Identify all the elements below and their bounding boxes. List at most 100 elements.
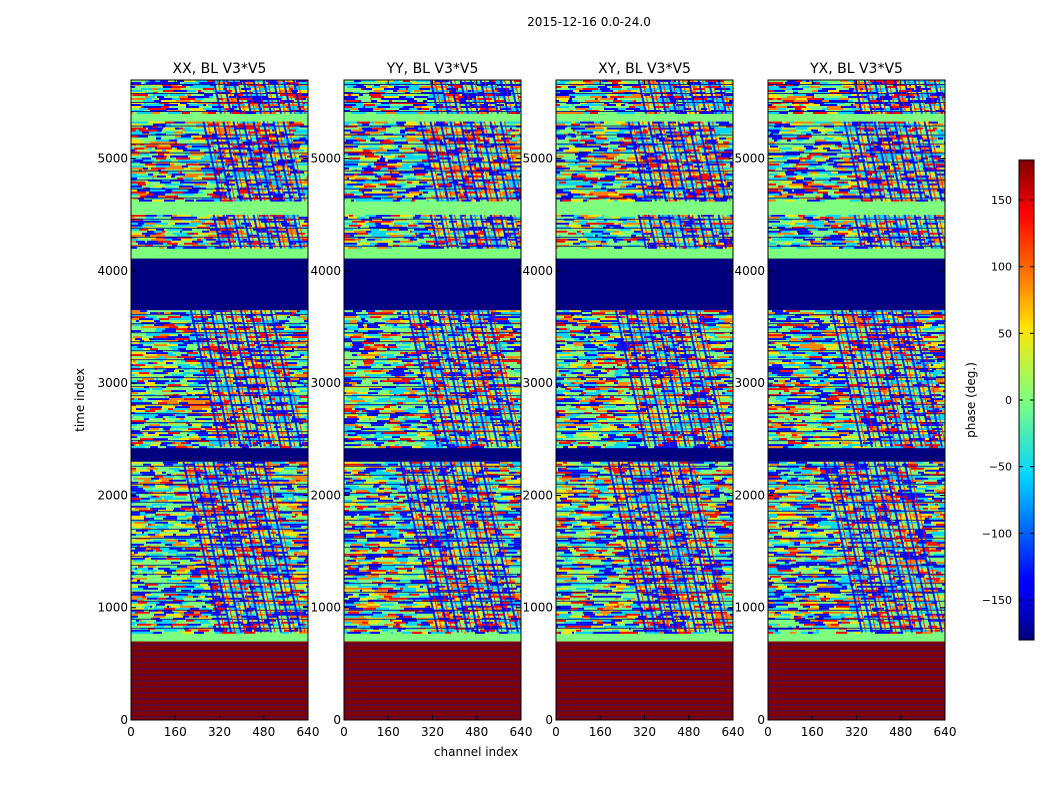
y-tick-label: 4000 xyxy=(734,264,765,278)
band-flagged-green xyxy=(131,201,308,215)
phase-texture xyxy=(344,461,521,634)
phase-texture xyxy=(131,461,308,634)
phase-fringes xyxy=(406,309,521,448)
stripe xyxy=(768,710,945,712)
x-tick-label: 0 xyxy=(764,725,772,739)
stripe xyxy=(131,710,308,712)
heatmap-image xyxy=(344,80,521,720)
stripe xyxy=(344,668,521,670)
stripe xyxy=(768,668,945,670)
stripe xyxy=(131,668,308,670)
band-flagged-green xyxy=(556,248,733,259)
x-tick-label: 0 xyxy=(340,725,348,739)
colorbar-tick-label: 50 xyxy=(998,327,1012,340)
stripe xyxy=(556,644,733,646)
stripe xyxy=(344,710,521,712)
stripe xyxy=(131,698,308,700)
phase-fringes xyxy=(607,461,731,633)
band-flagged-green xyxy=(556,201,733,215)
phase-fringes xyxy=(627,121,731,202)
stripe xyxy=(131,686,308,688)
band-flagged-blue xyxy=(344,258,521,311)
phase-fringes xyxy=(182,461,306,633)
phase-fringes xyxy=(823,461,945,633)
band-flagged-green xyxy=(131,113,308,122)
panel-title: YX, BL V3*V5 xyxy=(809,61,903,77)
stripe xyxy=(344,704,521,706)
y-tick-label: 3000 xyxy=(310,376,341,390)
stripe xyxy=(344,692,521,694)
panel-3: XY, BL V3*V5 0 160 320 480 640 0 1000 2000 3000 40… xyxy=(522,61,745,739)
band-flagged-green xyxy=(344,201,521,215)
stripe xyxy=(768,686,945,688)
stripe xyxy=(344,656,521,658)
band-flagged-blue xyxy=(131,447,308,462)
stripe xyxy=(768,698,945,700)
stripe xyxy=(556,710,733,712)
phase-texture xyxy=(344,121,521,202)
y-axis-label: time index xyxy=(73,368,87,432)
x-tick-label: 640 xyxy=(934,725,957,739)
band-flagged-green xyxy=(768,248,945,259)
stripe xyxy=(131,644,308,646)
x-tick-label: 160 xyxy=(164,725,187,739)
y-tick-label: 3000 xyxy=(522,376,553,390)
band-flagged-green xyxy=(556,632,733,642)
phase-fringes xyxy=(212,80,306,114)
phase-fringes xyxy=(212,214,306,249)
x-tick-label: 320 xyxy=(845,725,868,739)
stripe xyxy=(768,704,945,706)
band-flagged-blue xyxy=(556,447,733,462)
panel-2: YY, BL V3*V5 0 160 320 480 640 0 1000 2000 3000 40… xyxy=(310,61,533,739)
phase-fringes xyxy=(202,121,306,202)
stripe xyxy=(344,644,521,646)
band-flagged-green xyxy=(768,113,945,122)
stripe xyxy=(131,692,308,694)
colorbar-label: phase (deg.) xyxy=(964,362,978,438)
heatmap-image xyxy=(131,80,308,720)
y-tick-label: 5000 xyxy=(310,152,341,166)
colorbar-tick-label: −150 xyxy=(982,594,1012,607)
y-tick-label: 0 xyxy=(333,713,341,727)
stripe xyxy=(556,686,733,688)
x-tick-label: 320 xyxy=(421,725,444,739)
band-flagged-green xyxy=(131,248,308,259)
phase-fringes xyxy=(429,80,521,114)
phase-texture xyxy=(556,80,733,114)
stripe xyxy=(131,704,308,706)
heatmap-panels: XX, BL V3*V5 0 160 320 480 640 0 1000 2000 3000 40… xyxy=(97,61,957,739)
heatmap-image xyxy=(556,80,733,720)
stripe xyxy=(556,674,733,676)
y-tick-label: 2000 xyxy=(97,488,128,502)
stripe xyxy=(768,644,945,646)
stripe xyxy=(556,704,733,706)
stripe xyxy=(556,668,733,670)
panel-title: YY, BL V3*V5 xyxy=(386,61,479,77)
band-flagged-green xyxy=(344,248,521,259)
stripe xyxy=(556,656,733,658)
phase-fringes xyxy=(830,309,945,448)
stripe xyxy=(131,674,308,676)
y-tick-label: 1000 xyxy=(310,601,341,615)
x-tick-label: 640 xyxy=(510,725,533,739)
phase-texture xyxy=(344,310,521,449)
stripe xyxy=(768,662,945,664)
colorbar-tick-label: 150 xyxy=(991,194,1012,207)
x-tick-label: 480 xyxy=(252,725,275,739)
y-tick-label: 0 xyxy=(120,713,128,727)
stripe xyxy=(768,656,945,658)
y-tick-label: 5000 xyxy=(522,152,553,166)
stripe xyxy=(556,662,733,664)
y-tick-label: 4000 xyxy=(97,264,128,278)
x-tick-label: 0 xyxy=(552,725,560,739)
y-tick-label: 0 xyxy=(757,713,765,727)
stripe xyxy=(344,674,521,676)
panel-1: XX, BL V3*V5 0 160 320 480 640 0 1000 2000 3000 40… xyxy=(97,61,319,739)
colorbar-tick-label: −100 xyxy=(982,527,1012,540)
phase-fringes xyxy=(614,309,731,448)
x-tick-label: 640 xyxy=(722,725,745,739)
y-tick-label: 2000 xyxy=(734,488,765,502)
band-flagged-blue xyxy=(768,447,945,462)
stripe xyxy=(556,698,733,700)
phase-fringes xyxy=(853,214,945,249)
